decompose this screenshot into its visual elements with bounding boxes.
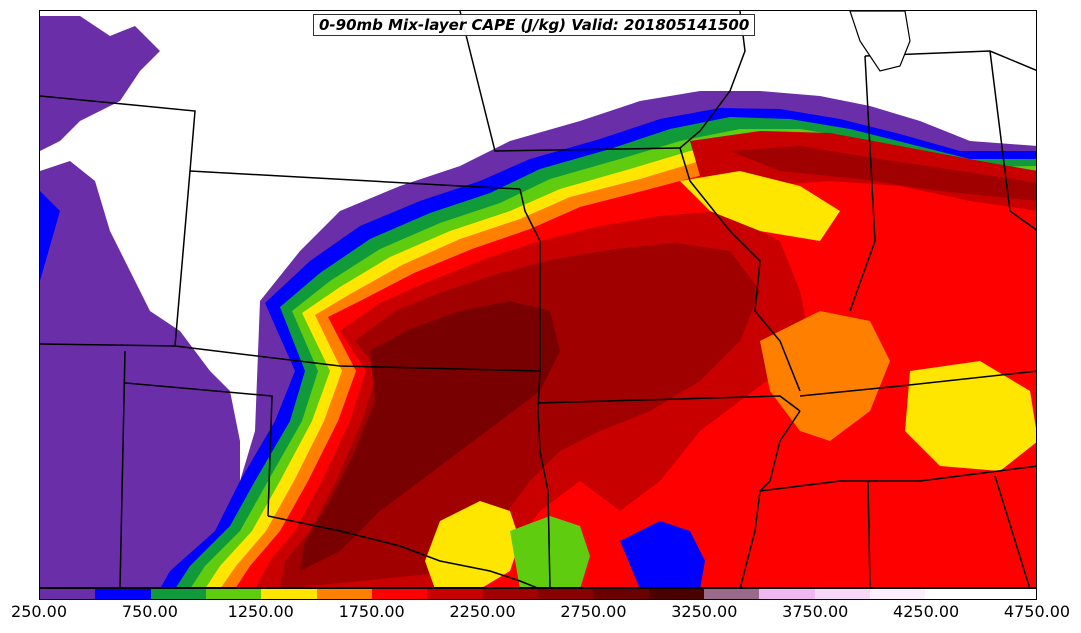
colorbar-segment-8 [482, 589, 538, 599]
colorbar-tick-label: 2750.00 [560, 602, 627, 621]
colorbar-segment-6 [371, 589, 428, 599]
colorbar-segment-3 [205, 589, 262, 599]
colorbar-segment-14 [814, 589, 870, 599]
colorbar-segment-15 [869, 589, 926, 599]
colorbar-segment-7 [427, 589, 483, 599]
orange-pocket-se [760, 311, 890, 441]
colorbar-tick-label: 1750.00 [338, 602, 405, 621]
colorbar [39, 588, 1037, 600]
colorbar-segment-12 [703, 589, 760, 599]
colorbar-segment-4 [261, 589, 317, 599]
colorbar-segment-17 [980, 589, 1036, 599]
lake-michigan-shoreline [849, 11, 911, 72]
colorbar-segment-9 [537, 589, 594, 599]
colorbar-tick-label: 3750.00 [782, 602, 849, 621]
colorbar-segment-1 [95, 589, 151, 599]
colorbar-segment-16 [925, 589, 981, 599]
colorbar-tick-label: 3250.00 [671, 602, 738, 621]
colorbar-segment-13 [759, 589, 815, 599]
colorbar-tick-label: 4250.00 [893, 602, 960, 621]
colorbar-tick-label: 2250.00 [449, 602, 516, 621]
colorbar-tick-label: 750.00 [121, 602, 178, 621]
colorbar-tick-label: 1250.00 [227, 602, 294, 621]
yellow-pocket-south [425, 501, 520, 587]
yellow-pocket-north [680, 171, 840, 241]
colorbar-labels: 250.00 750.00 1250.00 1750.00 2250.00 2750.00… [0, 600, 1081, 630]
colorbar-segment-0 [40, 589, 96, 599]
map-title: 0-90mb Mix-layer CAPE (J/kg) Valid: 2018… [313, 14, 756, 36]
cape-map [40, 11, 1036, 587]
state-borders [40, 11, 1036, 587]
map-panel [39, 10, 1037, 588]
contour-maroon [280, 146, 1036, 587]
yellow-pocket-se [905, 361, 1036, 471]
colorbar-tick-label: 4750.00 [1003, 602, 1071, 621]
colorbar-segment-2 [150, 589, 206, 599]
colorbar-segment-10 [593, 589, 649, 599]
contour-deep-maroon [300, 301, 560, 571]
colorbar-segment-5 [316, 589, 372, 599]
green-pocket-south [510, 516, 590, 587]
colorbar-segment-11 [648, 589, 704, 599]
colorbar-tick-label: 250.00 [11, 602, 67, 621]
blue-pocket-south [620, 521, 705, 587]
